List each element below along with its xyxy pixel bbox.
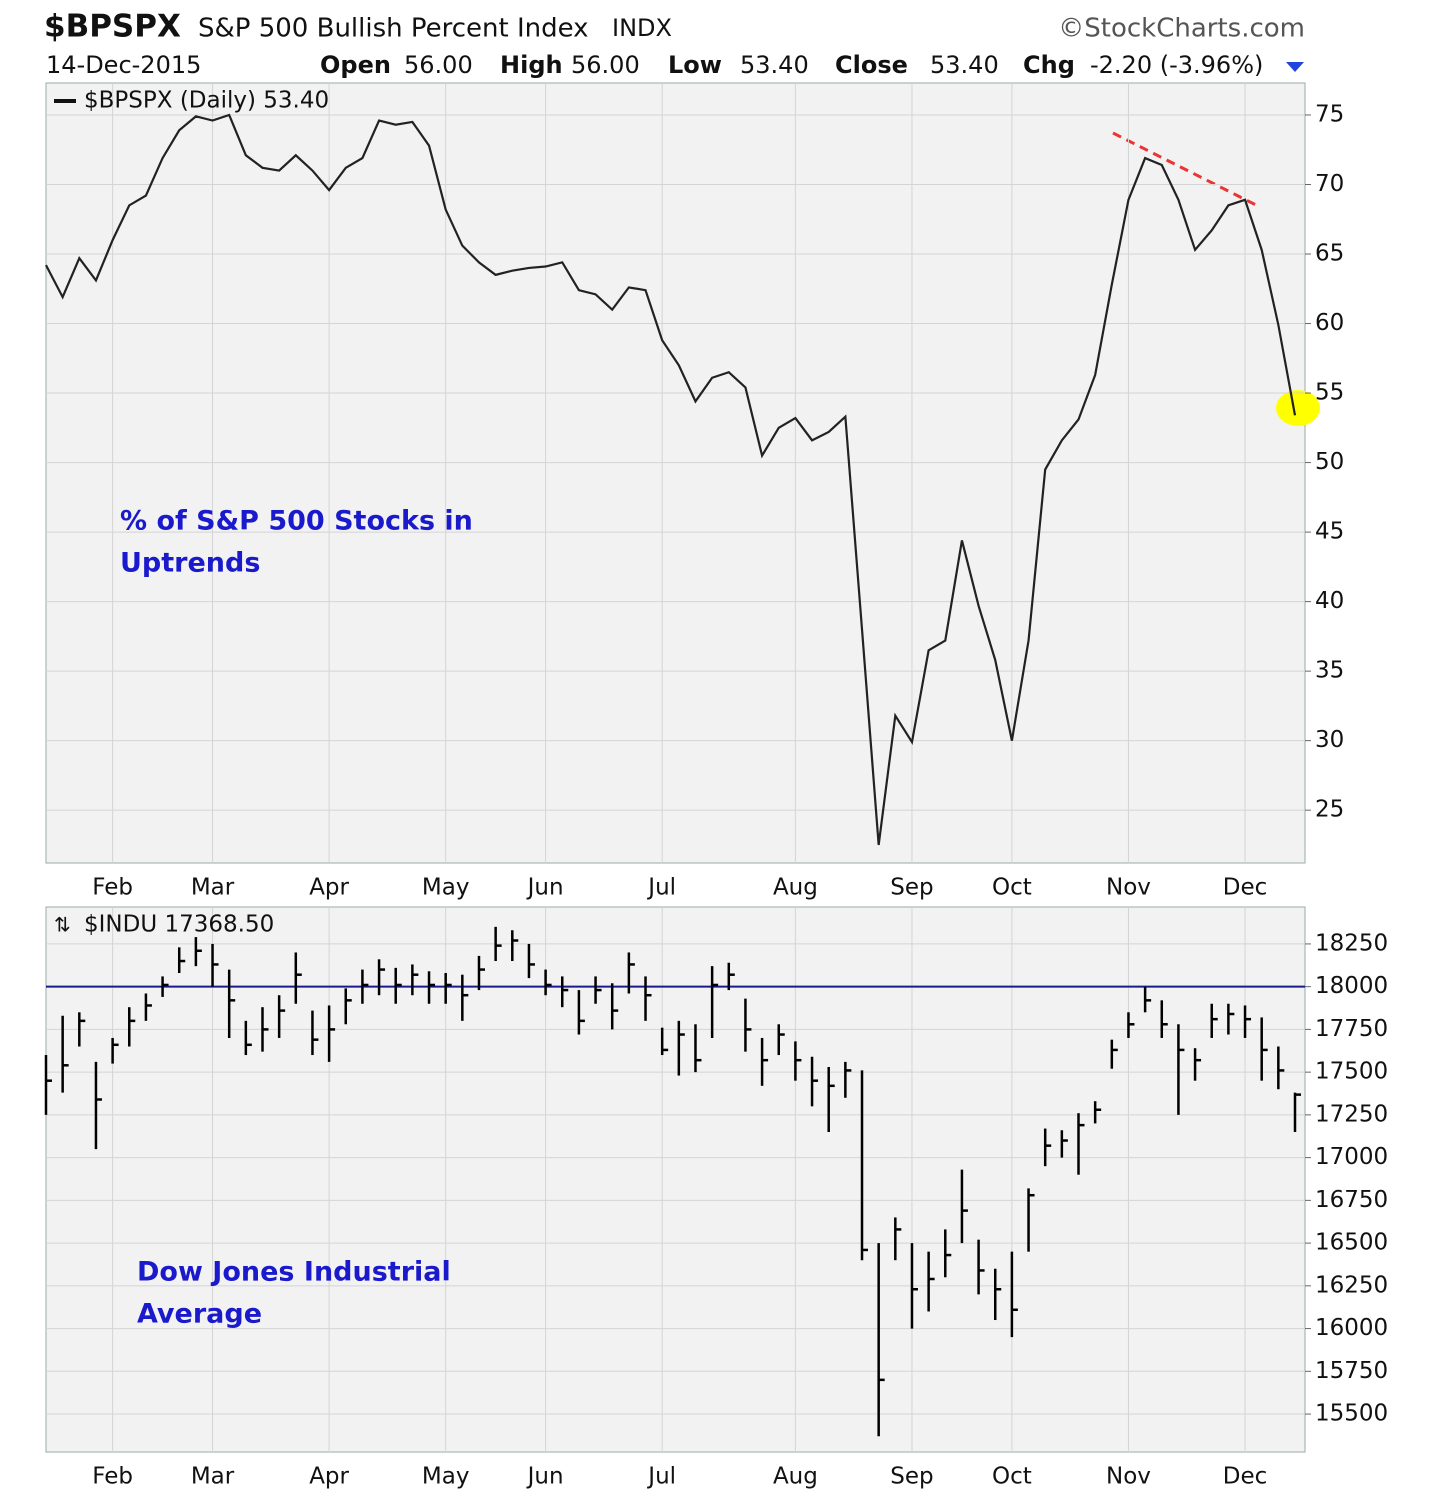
quote-value: 56.00 (571, 51, 640, 79)
y-tick-label: 16250 (1315, 1272, 1388, 1298)
line (45, 113, 1297, 846)
x-tick-label: Feb (92, 1464, 133, 1490)
quote-value: 53.40 (740, 51, 809, 79)
x-tick-label: Sep (890, 875, 933, 901)
y-tick-label: 18250 (1315, 930, 1388, 956)
y-tick-label: 16000 (1315, 1315, 1388, 1341)
x-tick-label: Apr (309, 875, 349, 901)
x-tick-label: Mar (191, 1464, 235, 1490)
legend: $INDU 17368.50 (84, 912, 274, 938)
y-tick-label: 18000 (1315, 973, 1388, 999)
quote-label: Open (320, 51, 391, 79)
x-tick-label: May (422, 1464, 470, 1490)
y-tick-label: 16500 (1315, 1230, 1388, 1256)
exchange: INDX (612, 14, 672, 42)
y-tick-label: 17750 (1315, 1016, 1388, 1042)
plot-area (45, 82, 1306, 864)
x-tick-label: Sep (890, 1464, 933, 1490)
quote-label: Low (668, 51, 722, 79)
y-tick-label: 60 (1315, 310, 1344, 336)
date: 14-Dec-2015 (46, 51, 201, 79)
x-tick-label: Aug (773, 1464, 818, 1490)
x-tick-label: Jul (646, 1464, 676, 1490)
y-tick-label: 30 (1315, 727, 1344, 753)
y-tick-label: 55 (1315, 380, 1344, 406)
x-tick-label: Nov (1106, 1464, 1151, 1490)
x-tick-label: Dec (1223, 1464, 1268, 1490)
y-tick-label: 35 (1315, 658, 1344, 684)
quote-label: High (500, 51, 563, 79)
y-tick-label: 70 (1315, 171, 1344, 197)
quote-label: Chg (1023, 51, 1075, 79)
quote-label: Close (835, 51, 908, 79)
annotation: Dow Jones Industrial (137, 1257, 451, 1288)
x-tick-label: Oct (992, 875, 1032, 901)
y-tick-label: 45 (1315, 519, 1344, 545)
y-tick-label: 17000 (1315, 1144, 1388, 1170)
index-name: S&P 500 Bullish Percent Index (198, 14, 589, 44)
highlight (1276, 390, 1320, 426)
x-tick-label: Oct (992, 1464, 1032, 1490)
y-tick-label: 25 (1315, 797, 1344, 823)
legend: $BPSPX (Daily) 53.40 (84, 88, 329, 114)
y-tick-label: 17500 (1315, 1059, 1388, 1085)
x-tick-label: May (422, 875, 470, 901)
quote-value: -2.20 (-3.96%) (1090, 51, 1263, 79)
x-tick-label: Apr (309, 1464, 349, 1490)
y-tick-label: 17250 (1315, 1101, 1388, 1127)
x-tick-label: Feb (92, 875, 133, 901)
source: ©StockCharts.com (1058, 14, 1305, 44)
y-tick-label: 15750 (1315, 1358, 1388, 1384)
annotation: Uptrends (120, 548, 260, 579)
y-tick-label: 15500 (1315, 1401, 1388, 1427)
x-tick-label: Mar (191, 875, 235, 901)
x-tick-label: Dec (1223, 875, 1268, 901)
x-tick-label: Jun (526, 1464, 564, 1490)
x-tick-label: Aug (773, 875, 818, 901)
annotation: Average (137, 1299, 262, 1330)
x-tick-label: Jun (526, 875, 564, 901)
trend-line (1112, 131, 1261, 209)
quote-value: 53.40 (930, 51, 999, 79)
plot-area (45, 906, 1306, 1453)
quote-value: 56.00 (404, 51, 473, 79)
down-arrow (1286, 62, 1304, 72)
x-tick-label: Nov (1106, 875, 1151, 901)
y-tick-label: 50 (1315, 449, 1344, 475)
y-tick-label: 16750 (1315, 1187, 1388, 1213)
y-tick-label: 40 (1315, 588, 1344, 614)
symbol: $BPSPX (44, 9, 181, 45)
x-tick-label: Jul (646, 875, 676, 901)
y-tick-label: 75 (1315, 101, 1344, 127)
annotation: % of S&P 500 Stocks in (120, 506, 473, 537)
legend-icon: ⇅ (54, 913, 71, 937)
y-tick-label: 65 (1315, 241, 1344, 267)
